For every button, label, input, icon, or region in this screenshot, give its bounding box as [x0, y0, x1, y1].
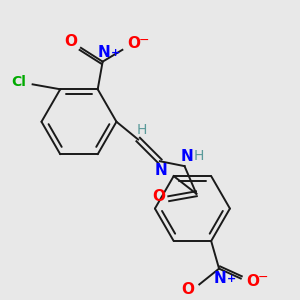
Text: H: H	[193, 149, 203, 163]
Text: N: N	[181, 149, 194, 164]
Text: +: +	[227, 274, 236, 284]
Text: O: O	[64, 34, 78, 50]
Text: Cl: Cl	[11, 75, 26, 89]
Text: +: +	[111, 48, 120, 58]
Text: −: −	[139, 34, 149, 46]
Text: H: H	[137, 123, 147, 136]
Text: N: N	[214, 271, 226, 286]
Text: N: N	[154, 163, 167, 178]
Text: O: O	[128, 36, 141, 51]
Text: −: −	[257, 271, 268, 284]
Text: N: N	[97, 45, 110, 60]
Text: O: O	[246, 274, 259, 289]
Text: O: O	[152, 189, 165, 204]
Text: O: O	[181, 282, 194, 297]
